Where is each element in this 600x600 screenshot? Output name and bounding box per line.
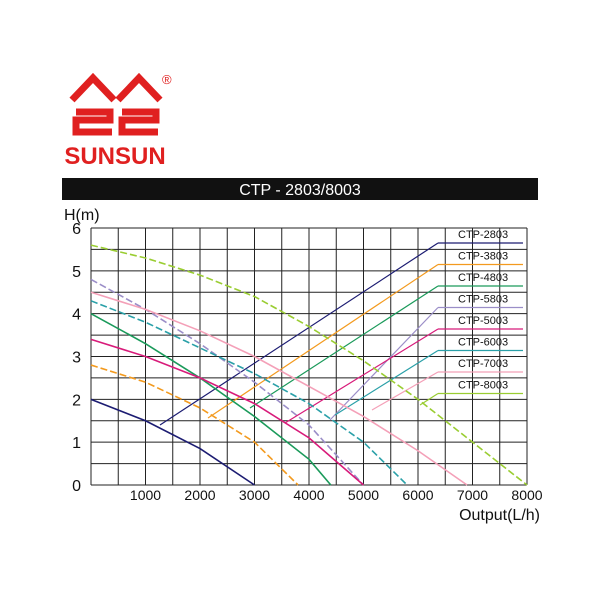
legend-label: CTP-5803 bbox=[458, 294, 508, 306]
legend-label: CTP-8003 bbox=[458, 380, 508, 392]
legend-leader bbox=[159, 242, 439, 426]
legend-leader bbox=[207, 264, 439, 419]
x-tick-label: 2000 bbox=[184, 487, 215, 503]
y-tick-label: 5 bbox=[72, 264, 81, 281]
x-tick-label: 7000 bbox=[457, 487, 488, 503]
legend-label: CTP-2803 bbox=[458, 229, 508, 241]
x-tick-label: 3000 bbox=[239, 487, 270, 503]
legend-label: CTP-5003 bbox=[458, 315, 508, 327]
chart-title: CTP - 2803/8003 bbox=[239, 182, 361, 199]
y-tick-label: 1 bbox=[72, 435, 81, 452]
logo bbox=[69, 72, 163, 136]
series-line bbox=[90, 364, 299, 486]
legend-label: CTP-7003 bbox=[458, 358, 508, 370]
legend-leader bbox=[249, 285, 439, 409]
y-tick-label: 0 bbox=[72, 478, 81, 495]
series-line bbox=[90, 338, 365, 486]
brand-name: SUNSUN bbox=[64, 143, 165, 170]
x-tick-label: 6000 bbox=[402, 487, 433, 503]
x-tick-label: 5000 bbox=[348, 487, 379, 503]
x-axis-label: Output(L/h) bbox=[459, 507, 540, 524]
legend-label: CTP-6003 bbox=[458, 337, 508, 349]
y-tick-label: 4 bbox=[72, 307, 81, 324]
series-line bbox=[90, 291, 468, 486]
legend-leader bbox=[329, 307, 439, 421]
y-tick-label: 2 bbox=[72, 392, 81, 409]
x-tick-label: 4000 bbox=[293, 487, 324, 503]
registered-mark: ® bbox=[162, 72, 172, 87]
series-line bbox=[90, 278, 365, 486]
series-line bbox=[90, 312, 332, 486]
y-tick-label: 6 bbox=[72, 221, 81, 238]
legend-leader bbox=[334, 349, 439, 416]
y-tick-label: 3 bbox=[72, 350, 81, 367]
logo-glyph bbox=[69, 72, 117, 136]
series-line bbox=[90, 300, 408, 486]
legend-leader bbox=[284, 328, 439, 424]
legend-label: CTP-3803 bbox=[458, 251, 508, 263]
series-line bbox=[90, 398, 255, 486]
legend-leader bbox=[371, 371, 439, 411]
x-tick-label: 1000 bbox=[130, 487, 161, 503]
title-bar bbox=[62, 178, 538, 200]
logo-glyph bbox=[115, 72, 163, 136]
y-axis-label: H(m) bbox=[64, 207, 100, 224]
x-tick-label: 8000 bbox=[511, 487, 542, 503]
legend-label: CTP-4803 bbox=[458, 272, 508, 284]
series-line bbox=[90, 244, 528, 486]
